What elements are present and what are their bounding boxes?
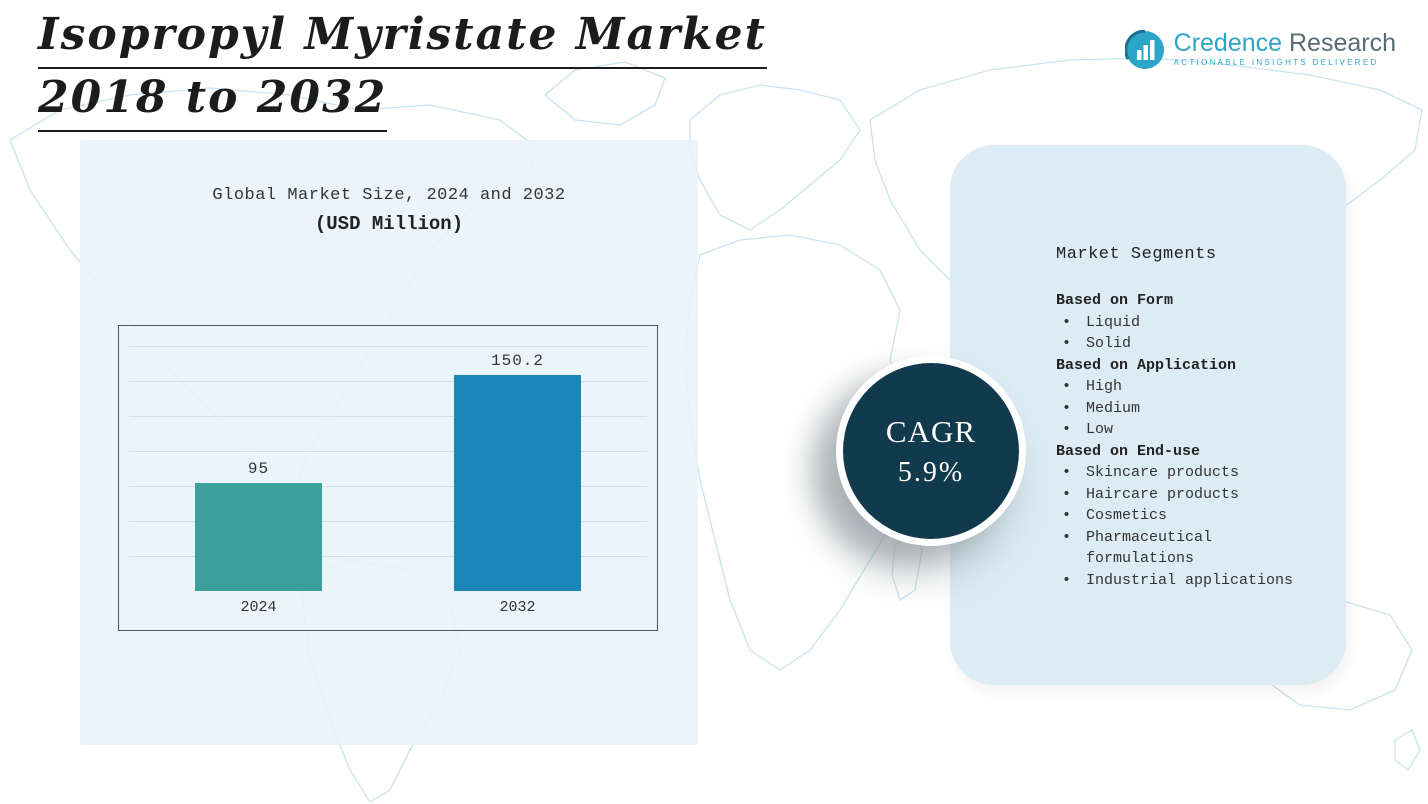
gridline [129, 381, 647, 382]
gridline [129, 486, 647, 487]
gridline [129, 556, 647, 557]
title-line-1: Isopropyl Myristate Market [38, 6, 767, 69]
gridline [129, 521, 647, 522]
segment-item: Haircare products [1056, 484, 1322, 506]
gridline [129, 346, 647, 347]
cagr-circle: CAGR 5.9% [843, 363, 1019, 539]
cagr-value: 5.9% [897, 456, 965, 488]
bar-2024 [195, 483, 322, 591]
bar-chart-plot-area: 95 150.2 [129, 346, 647, 591]
cagr-badge: CAGR 5.9% [836, 356, 1026, 546]
category-label: 2024 [240, 599, 277, 616]
bar-chart: 95 150.2 2024 2032 [118, 325, 658, 631]
gridline [129, 416, 647, 417]
market-size-panel: Global Market Size, 2024 and 2032 (USD M… [80, 140, 698, 745]
brand-tagline: Actionable Insights Delivered [1173, 58, 1379, 67]
brand-logo-text: Credence Research Actionable Insights De… [1174, 30, 1396, 67]
segment-group-title: Based on End-use [1056, 442, 1201, 460]
brand-name-primary: Credence [1173, 29, 1283, 57]
segment-item: Industrial applications [1056, 570, 1322, 592]
segment-item: Medium [1056, 398, 1322, 420]
segment-item: Skincare products [1056, 462, 1322, 484]
segment-item: Cosmetics [1056, 505, 1322, 527]
bar-value-label: 95 [247, 460, 270, 478]
island-new-zealand [1394, 729, 1421, 771]
brand-name-secondary: Research [1289, 29, 1396, 57]
segment-group-end-use: Based on End-use Skincare products Hairc… [1056, 441, 1322, 592]
gridline [129, 451, 647, 452]
category-label: 2032 [499, 599, 536, 616]
cagr-label: CAGR [885, 413, 977, 449]
bar-group-2032: 150.2 [454, 346, 581, 591]
segment-group-title: Based on Application [1056, 356, 1237, 374]
segment-group-form: Based on Form Liquid Solid [1056, 290, 1322, 355]
segment-item: High [1056, 376, 1322, 398]
bar-2032 [454, 375, 581, 591]
bar-value-label: 150.2 [490, 352, 544, 370]
segment-item: Solid [1056, 333, 1322, 355]
brand-name: Credence Research [1174, 30, 1396, 56]
page-title: Isopropyl Myristate Market 2018 to 2032 [38, 6, 767, 132]
brand-logo-icon [1124, 30, 1164, 69]
continent-europe [689, 84, 861, 231]
segment-item: Liquid [1056, 312, 1322, 334]
market-segments-content: Market Segments Based on Form Liquid Sol… [950, 145, 1346, 591]
brand-logo: Credence Research Actionable Insights De… [1124, 30, 1396, 70]
segments-heading: Market Segments [1056, 245, 1217, 264]
segment-group-application: Based on Application High Medium Low [1056, 355, 1322, 441]
title-line-2: 2018 to 2032 [38, 69, 388, 132]
chart-title: Global Market Size, 2024 and 2032 [212, 186, 566, 205]
bar-group-2024: 95 [195, 346, 322, 591]
chart-subtitle: (USD Million) [314, 213, 464, 235]
segment-item: Pharmaceutical formulations [1056, 527, 1322, 570]
segment-group-title: Based on Form [1056, 292, 1174, 309]
segment-item: Low [1056, 419, 1322, 441]
bar-chart-category-axis: 2024 2032 [129, 599, 647, 616]
